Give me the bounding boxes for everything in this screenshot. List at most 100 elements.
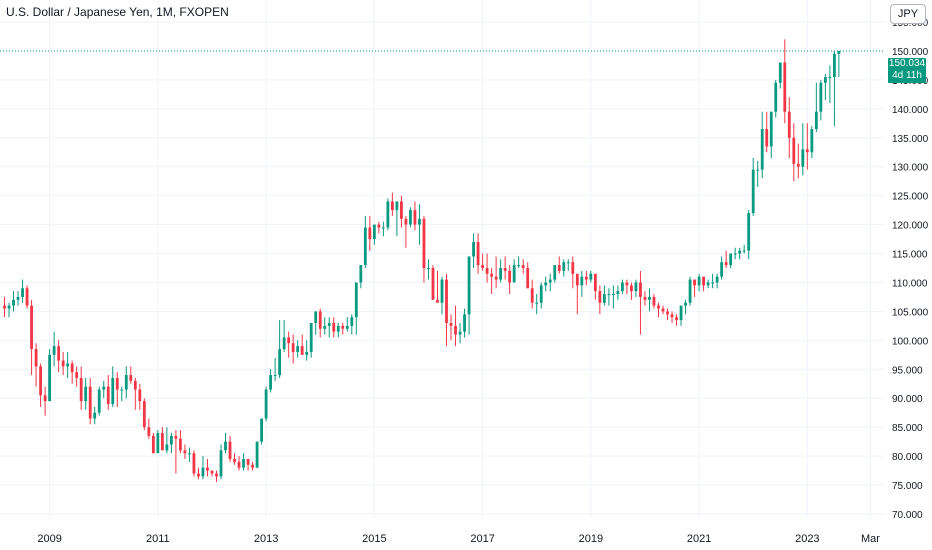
candle-body bbox=[503, 268, 507, 271]
candle-body bbox=[621, 282, 624, 292]
chart-title: U.S. Dollar / Japanese Yen, 1M, FXOPEN bbox=[6, 5, 229, 19]
candle-body bbox=[517, 265, 521, 267]
time-axis: 2009 2011 2013 2015 2017 2019 2021 2023 Mar bbox=[37, 533, 880, 545]
candle-body bbox=[7, 305, 11, 309]
y-tick-label: 130.000 bbox=[892, 163, 929, 174]
candle-body bbox=[210, 470, 214, 474]
candle-body bbox=[12, 299, 15, 306]
y-tick-label: 135.000 bbox=[892, 134, 929, 145]
candle-body bbox=[350, 317, 354, 326]
candle-body bbox=[688, 279, 692, 303]
candle-body bbox=[160, 432, 164, 451]
candle-body bbox=[377, 224, 381, 228]
candle-body bbox=[792, 137, 796, 164]
candle-body bbox=[580, 276, 584, 286]
candle-body bbox=[490, 273, 494, 277]
candle-body bbox=[111, 377, 115, 405]
candle-body bbox=[440, 279, 444, 303]
candle-body bbox=[684, 302, 687, 306]
candle-body bbox=[756, 169, 760, 171]
y-tick-label: 150.000 bbox=[892, 47, 929, 58]
candle-body bbox=[535, 302, 539, 304]
candle-body bbox=[179, 438, 182, 451]
candle-body bbox=[508, 270, 512, 283]
candle-body bbox=[630, 285, 633, 292]
candle-body bbox=[61, 360, 65, 367]
candle-body bbox=[634, 282, 638, 292]
candle-body bbox=[115, 377, 119, 390]
candle-body bbox=[183, 450, 187, 454]
candle-body bbox=[3, 305, 6, 309]
candle-body bbox=[476, 241, 480, 266]
candle-body bbox=[823, 76, 827, 83]
candle-body bbox=[291, 343, 295, 352]
candle-body bbox=[79, 377, 83, 402]
candle-body bbox=[354, 282, 358, 318]
candle-body bbox=[566, 262, 570, 264]
candle-body bbox=[16, 296, 20, 300]
candle-body bbox=[273, 375, 277, 377]
y-tick-label: 75.000 bbox=[892, 481, 923, 492]
candle-body bbox=[639, 282, 642, 297]
candle-body bbox=[481, 265, 484, 268]
candle-body bbox=[787, 111, 791, 138]
x-tick-label: 2015 bbox=[362, 533, 386, 545]
candle-body bbox=[530, 288, 534, 303]
candle-body bbox=[242, 459, 245, 468]
candle-body bbox=[643, 296, 647, 300]
candle-body bbox=[269, 375, 273, 390]
candle-body bbox=[106, 386, 110, 405]
candle-body bbox=[526, 268, 530, 289]
candle-body bbox=[147, 427, 151, 436]
candle-body bbox=[52, 346, 56, 355]
candle-body bbox=[120, 389, 124, 391]
candle-body bbox=[625, 282, 629, 286]
candle-body bbox=[593, 273, 597, 292]
candle-body bbox=[282, 337, 286, 350]
candle-body bbox=[25, 288, 29, 306]
candle-body bbox=[819, 82, 823, 112]
candle-body bbox=[75, 372, 79, 378]
candle-body bbox=[359, 265, 363, 283]
candle-body bbox=[427, 268, 430, 269]
y-tick-label: 90.000 bbox=[892, 394, 923, 405]
candle-body bbox=[548, 279, 552, 283]
candle-body bbox=[124, 375, 128, 390]
candle-body bbox=[602, 294, 606, 303]
candle-body bbox=[796, 163, 800, 167]
x-tick-label: 2017 bbox=[470, 533, 494, 545]
candle-body bbox=[233, 459, 236, 462]
price-axis: 70.000 75.000 80.000 85.000 90.000 95.000 100.… bbox=[892, 18, 929, 521]
candle-body bbox=[611, 294, 615, 296]
x-tick-label: 2013 bbox=[254, 533, 278, 545]
candle-body bbox=[598, 291, 602, 303]
candle-body bbox=[571, 262, 575, 274]
candle-body bbox=[332, 322, 336, 332]
candle-body bbox=[206, 467, 209, 471]
candle-body bbox=[720, 262, 724, 277]
candle-body bbox=[129, 375, 133, 381]
candle-body bbox=[657, 305, 660, 309]
candle-body bbox=[224, 441, 227, 451]
candle-body bbox=[431, 268, 435, 300]
candle-body bbox=[237, 461, 241, 468]
y-tick-label: 85.000 bbox=[892, 423, 923, 434]
candle-body bbox=[562, 262, 566, 271]
candle-body bbox=[305, 351, 309, 355]
candle-body bbox=[251, 464, 254, 468]
candle-body bbox=[30, 305, 33, 350]
candle-body bbox=[390, 201, 394, 211]
candle-body bbox=[174, 435, 178, 439]
candle-body bbox=[201, 467, 205, 477]
candle-body bbox=[648, 296, 651, 300]
candle-body bbox=[66, 363, 70, 367]
candle-body bbox=[278, 349, 282, 376]
x-tick-label: 2021 bbox=[687, 533, 711, 545]
currency-button[interactable]: JPY bbox=[890, 4, 926, 24]
candle-body bbox=[219, 450, 223, 477]
x-tick-label: 2011 bbox=[146, 533, 170, 545]
candle-body bbox=[43, 395, 47, 402]
candle-body bbox=[165, 444, 169, 451]
candle-body bbox=[97, 389, 101, 413]
